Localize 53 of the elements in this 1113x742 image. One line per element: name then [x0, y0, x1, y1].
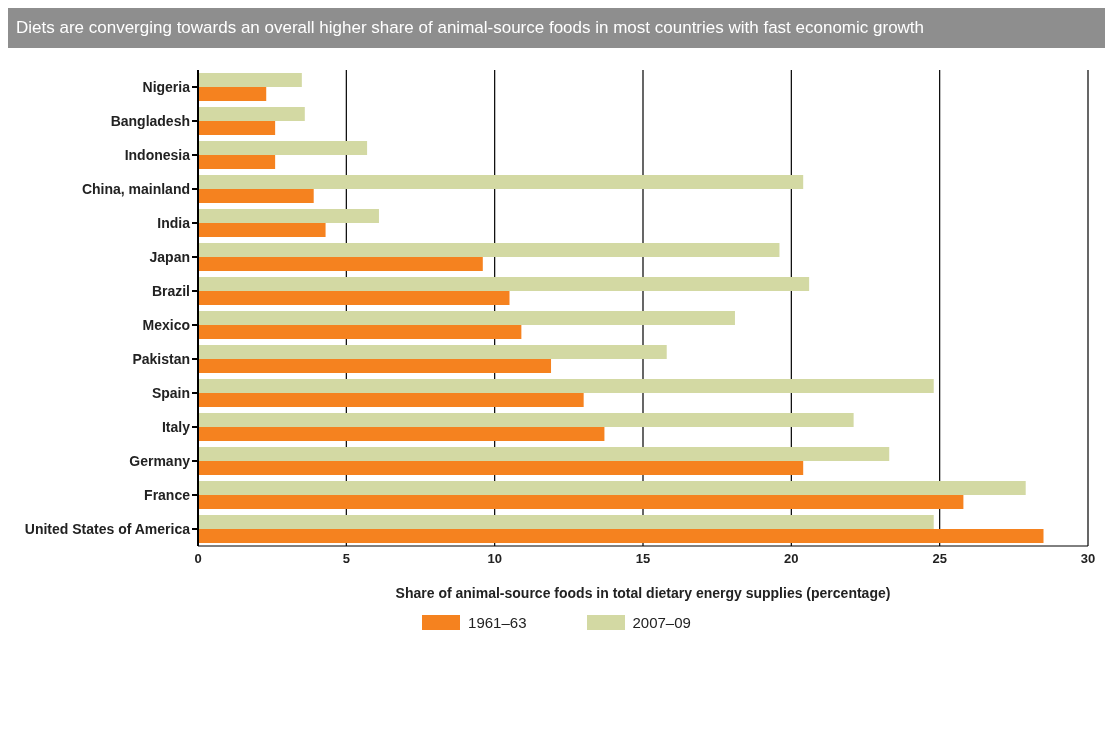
bar [198, 379, 934, 393]
chart-title: Diets are converging towards an overall higher share of animal-source foods in most countries with fast economic growth [8, 8, 1105, 48]
x-tick-label: 25 [932, 551, 947, 567]
y-tick-label: Italy [161, 418, 191, 435]
bar [198, 175, 804, 189]
bar [198, 325, 522, 339]
bar [198, 515, 934, 529]
bar [198, 495, 964, 509]
legend-label: 1961–63 [468, 614, 527, 631]
x-tick-label: 30 [1080, 551, 1096, 567]
x-tick-label: 20 [784, 551, 799, 567]
y-tick-label: Brazil [151, 282, 190, 299]
x-tick-label: 15 [635, 551, 651, 567]
x-tick-label: 5 [342, 551, 350, 567]
y-tick-label: United States of America [24, 520, 191, 537]
bar [198, 291, 510, 305]
bar [198, 311, 735, 325]
bar [198, 413, 854, 427]
bar [198, 243, 780, 257]
y-tick-label: Indonesia [124, 146, 191, 163]
y-tick-label: Nigeria [142, 78, 191, 95]
bar [198, 359, 552, 373]
bar [198, 107, 305, 121]
y-tick-label: Mexico [142, 316, 190, 333]
y-tick-label: India [157, 214, 191, 231]
bar [198, 209, 379, 223]
y-tick-label: Spain [151, 384, 190, 401]
bar [198, 121, 276, 135]
y-tick-label: Germany [129, 452, 191, 469]
bar [198, 529, 1044, 543]
bar [198, 345, 667, 359]
bar [198, 189, 314, 203]
bar [198, 447, 890, 461]
bar [198, 87, 267, 101]
bar [198, 277, 810, 291]
y-tick-label: Bangladesh [110, 112, 190, 129]
y-tick-label: Pakistan [132, 350, 190, 367]
bar [198, 223, 326, 237]
x-tick-label: 0 [194, 551, 202, 567]
bar [198, 257, 483, 271]
bar [198, 155, 276, 169]
y-tick-label: Japan [149, 248, 190, 265]
bar [198, 141, 368, 155]
bar [198, 393, 584, 407]
y-tick-label: France [144, 486, 191, 503]
y-tick-label: China, mainland [81, 180, 190, 197]
bar [198, 427, 605, 441]
bar [198, 481, 1026, 495]
legend-label: 2007–09 [632, 614, 691, 631]
bar [198, 73, 302, 87]
bar [198, 461, 804, 475]
x-tick-label: 10 [487, 551, 502, 567]
x-axis-title: Share of animal-source foods in total dietary energy supplies (percentage) [395, 585, 891, 601]
